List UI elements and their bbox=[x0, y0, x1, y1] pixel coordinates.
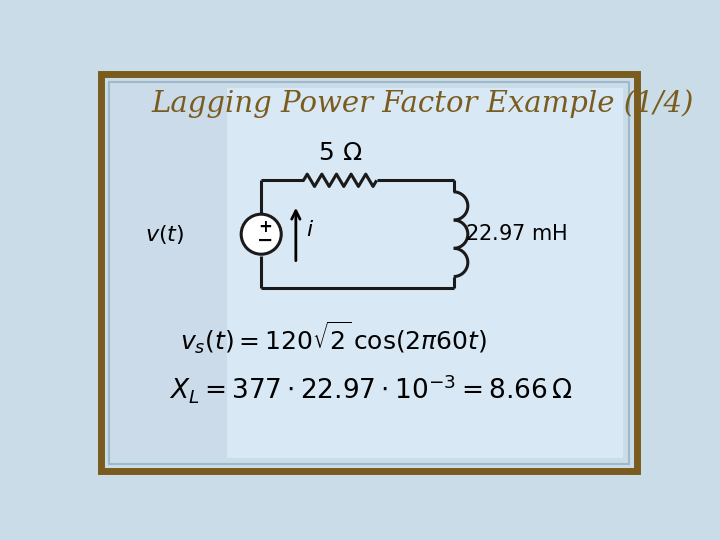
Circle shape bbox=[241, 214, 282, 254]
Text: Lagging Power Factor Example (1/4): Lagging Power Factor Example (1/4) bbox=[152, 89, 694, 118]
FancyBboxPatch shape bbox=[115, 88, 623, 457]
Text: −: − bbox=[257, 231, 273, 250]
Text: $22.97\ \mathrm{mH}$: $22.97\ \mathrm{mH}$ bbox=[465, 224, 568, 244]
Text: $v(t)$: $v(t)$ bbox=[145, 222, 184, 246]
Text: $5\ \Omega$: $5\ \Omega$ bbox=[318, 141, 362, 165]
Text: $i$: $i$ bbox=[306, 220, 314, 240]
Text: +: + bbox=[258, 218, 272, 237]
FancyBboxPatch shape bbox=[115, 88, 227, 457]
Text: $X_L = 377 \cdot 22.97 \cdot 10^{-3} = 8.66\,\Omega$: $X_L = 377 \cdot 22.97 \cdot 10^{-3} = 8… bbox=[168, 372, 572, 404]
Text: $v_s(t) = 120\sqrt{2}\,\cos(2\pi 60t)$: $v_s(t) = 120\sqrt{2}\,\cos(2\pi 60t)$ bbox=[180, 320, 487, 356]
